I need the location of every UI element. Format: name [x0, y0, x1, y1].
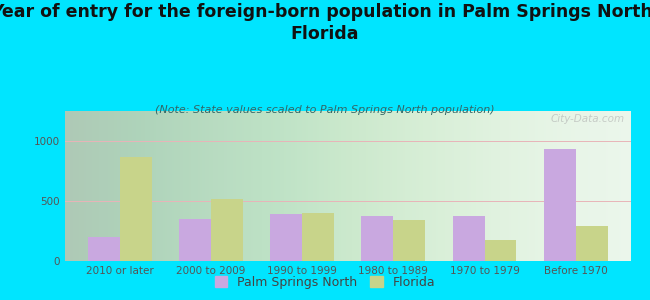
Bar: [211, 199, 243, 261]
Text: Year of entry for the foreign-born population in Palm Springs North,
Florida: Year of entry for the foreign-born popul…: [0, 3, 650, 43]
Bar: [120, 157, 151, 261]
Bar: [393, 220, 425, 261]
Bar: [179, 219, 211, 261]
Bar: [452, 216, 484, 261]
Bar: [88, 237, 120, 261]
Bar: [270, 214, 302, 261]
Text: (Note: State values scaled to Palm Springs North population): (Note: State values scaled to Palm Sprin…: [155, 105, 495, 115]
Text: City-Data.com: City-Data.com: [551, 114, 625, 124]
Bar: [361, 216, 393, 261]
Bar: [544, 149, 576, 261]
Bar: [576, 226, 608, 261]
Bar: [302, 213, 334, 261]
Bar: [484, 240, 517, 261]
Legend: Palm Springs North, Florida: Palm Springs North, Florida: [210, 271, 440, 294]
